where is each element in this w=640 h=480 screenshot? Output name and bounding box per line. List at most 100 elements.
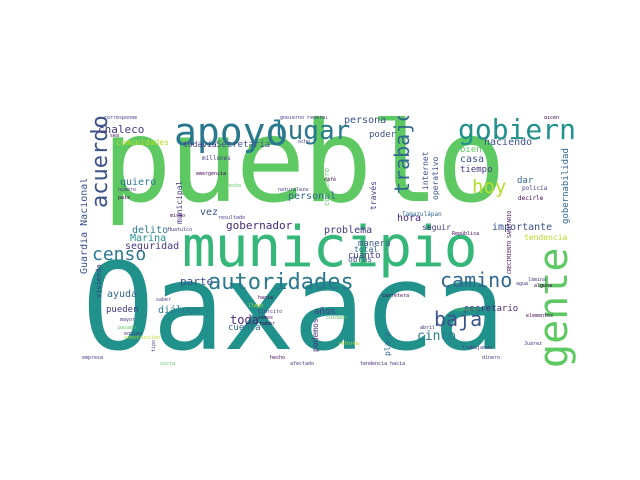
word-abril: abril [420,325,436,331]
word-trabajando: trabajando [462,345,493,351]
word-mismo: mismo [170,213,186,219]
word-gobernador: gobernador [226,219,293,232]
word-baja: baja [434,307,483,331]
word-mayor: mayor [120,317,136,323]
word-companero: compañero [323,168,331,206]
word-chaleco: chaleco [98,123,145,136]
word-alguna: alguna [534,283,553,289]
word-cinco: cinco [417,329,457,344]
word-seguridad: seguridad [125,241,180,252]
word-hora: hora [397,213,422,224]
word-poder: poder [369,130,397,140]
word-llego: llegó [248,303,264,309]
word-secretario: secretario [464,304,519,314]
word-operativo: operativo [431,156,440,200]
word-pueden: pueden [106,305,139,315]
word-juarez: Juárez [524,341,543,347]
word-bien: bien [460,145,482,155]
word-corresponde: corresponde [104,116,138,121]
word-carretera: carretera [382,293,410,299]
word-construccion: construcción [124,335,161,341]
word-problema: problema [324,225,373,236]
word-tipo: tipo [151,339,157,352]
word-hacia: hacia [258,295,274,301]
word-decirle: decirle [518,195,544,202]
word-emergencia: emergencia [196,171,227,177]
word-naturaleza: naturaleza [278,187,309,193]
word-crecimiento-sanitario: CRECIMIENTO SANITARIO [507,210,513,274]
word-casa: casa [460,154,485,165]
word-podemos: podemos [311,318,320,352]
word-costa: costa [160,361,176,367]
word-pueblo: pueblo [102,116,506,229]
word-cuidado: cuidado [326,315,348,321]
word-vez: vez [200,207,219,218]
word-empresa: empresa [82,355,104,361]
word-elementos: elementos [526,313,554,319]
word-placa: placa [383,331,392,356]
word-autoridades: autoridades [208,270,354,295]
word-cloud: Oaxaca pueblo municipio apoyo gente gobi… [80,116,576,368]
word-trabajo: trabajo [390,116,414,194]
word-hecho: hecho [270,355,286,361]
word-reforma: reforma [338,341,360,347]
word-equipo: equipo [124,331,143,337]
word-semos: semos [258,315,274,321]
word-dialogo: diálogo [158,305,201,316]
word-ocho: ocho [298,139,311,145]
word-importante: importante [492,222,553,233]
word-ejercito: Ejército [258,309,283,315]
word-agua: agua [516,281,529,287]
word-dar: dar [517,176,534,186]
word-lamina: lámina [528,277,547,283]
word-numero: número [118,187,137,193]
word-vivienda: vivienda [95,264,103,298]
word-seguir: seguir [422,223,451,232]
word-delito: delito [132,225,169,236]
word-supuesto: supuesto [454,307,479,313]
word-cafe: café [324,177,337,183]
word-pais: país [118,195,131,201]
word-republica: República [452,231,480,237]
word-saber: saber [156,297,172,303]
word-ayuda: ayuda [107,289,138,300]
word-marina: Marina [130,233,167,244]
word-derecho: derecho [220,183,242,189]
word-municipio: municipio [182,215,477,280]
word-obras: obras [348,255,373,264]
word-toda: toda [230,313,259,327]
word-secretaria: Secretaría [216,140,271,150]
word-cuenta: cuenta [228,323,261,333]
word-parte: parte [180,275,214,288]
word-quiero: quiero [120,177,157,188]
word-tendencia: tendencia [524,233,568,242]
word-traves: través [369,181,378,210]
word-cuanto: cuanto [348,251,381,261]
word-gente: gente [531,247,576,368]
word-manera: manera [358,239,391,249]
word-sea: sea [110,133,120,139]
word-tendencia-hacia: tendencia hacia [360,361,406,367]
word-guardia-nacional: Guardia Nacional [80,177,90,274]
word-resultado: resultado [218,215,246,221]
word-haber: haber [260,321,276,327]
word-oaxaca: Oaxaca [82,239,505,369]
word-afectado: afectado [290,361,315,367]
word-personal: personal [288,191,337,202]
word-internet: internet [421,151,430,190]
word-camino: camino [440,268,513,292]
word-tamazulapan: Tamazulápan [402,211,442,218]
word-total: total [354,245,379,254]
word-gobierno-federal: gobierno Federal [280,116,329,121]
word-todavia: todavía [183,140,217,149]
word-haciendo: haciendo [484,137,533,148]
word-censo: censo [92,244,147,265]
word-gobernabilidad: gobernabilidad [561,148,571,224]
word-comunidades: comunidades [116,138,169,147]
word-dicen: dicen [544,116,560,121]
word-millones: millones [202,155,231,162]
word-dinero: dinero [482,355,501,361]
word-policia: policía [522,185,548,192]
word-tiempo: tiempo [460,165,493,175]
word-hoy: hoy [472,176,507,198]
